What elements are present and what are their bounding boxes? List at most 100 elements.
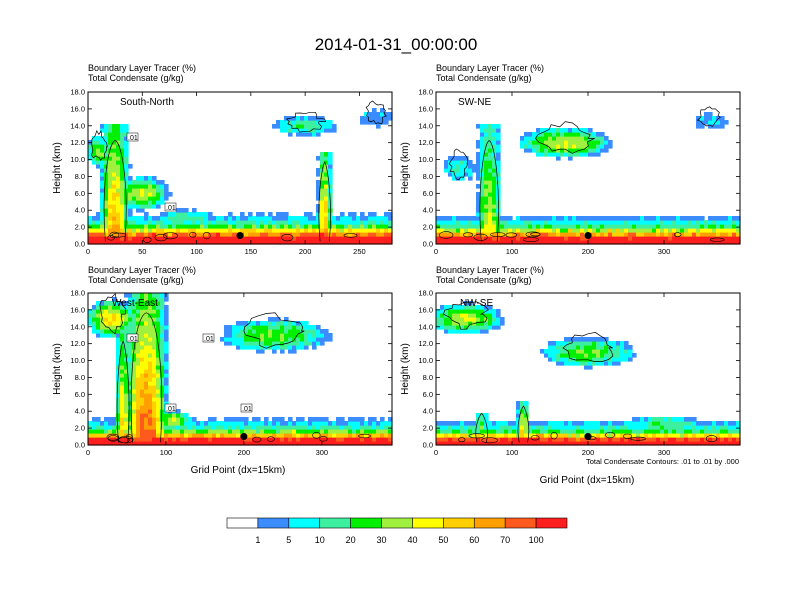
tracer-cell	[348, 232, 353, 237]
tracer-cell	[600, 144, 605, 149]
tracer-cell	[152, 437, 157, 442]
tracer-cell	[124, 385, 129, 390]
tracer-cell	[576, 220, 581, 225]
tracer-cell	[628, 232, 633, 237]
tracer-cell	[100, 136, 105, 141]
tracer-cell	[340, 240, 345, 245]
tracer-cell	[324, 437, 329, 442]
tracer-cell	[252, 325, 257, 330]
tracer-cell	[88, 144, 93, 149]
tracer-cell	[508, 433, 513, 438]
tracer-cell	[556, 236, 561, 241]
tracer-cell	[112, 188, 117, 193]
tracer-cell	[144, 365, 149, 370]
tracer-cell	[268, 345, 273, 350]
tracer-cell	[120, 329, 125, 334]
tracer-cell	[552, 140, 557, 145]
tracer-cell	[480, 329, 485, 334]
tracer-cell	[96, 417, 101, 422]
tracer-cell	[564, 437, 569, 442]
y-tick-label: 12.0	[418, 339, 433, 348]
tracer-cell	[528, 144, 533, 149]
tracer-cell	[268, 220, 273, 225]
tracer-cell	[556, 349, 561, 354]
tracer-cell	[252, 228, 257, 233]
condensate-contour	[630, 436, 646, 441]
tracer-cell	[136, 240, 141, 245]
tracer-cell	[156, 216, 161, 221]
tracer-cell	[612, 228, 617, 233]
x-tick-label: 100	[506, 247, 519, 256]
tracer-cell	[700, 425, 705, 430]
tracer-cell	[524, 148, 529, 153]
tracer-cell	[316, 128, 321, 133]
tracer-cell	[584, 421, 589, 426]
tracer-cell	[380, 429, 385, 434]
panel-label-sw-ne: SW-NE	[458, 97, 491, 108]
tracer-cell	[212, 417, 217, 422]
tracer-cell	[188, 417, 193, 422]
tracer-cell	[136, 325, 141, 330]
tracer-cell	[700, 232, 705, 237]
tracer-cell	[168, 216, 173, 221]
tracer-cell	[696, 120, 701, 125]
tracer-cell	[476, 208, 481, 213]
tracer-cell	[520, 421, 525, 426]
tracer-cell	[528, 140, 533, 145]
tracer-cell	[456, 176, 461, 181]
condensate-contour	[523, 237, 539, 242]
tracer-cell	[712, 236, 717, 241]
tracer-cell	[556, 152, 561, 157]
tracer-cell	[132, 361, 137, 366]
tracer-cell	[588, 128, 593, 133]
tracer-cell	[184, 425, 189, 430]
tracer-cell	[640, 417, 645, 422]
tracer-cell	[316, 180, 321, 185]
tracer-cell	[724, 120, 729, 125]
tracer-cell	[724, 425, 729, 430]
tracer-cell	[152, 321, 157, 326]
tracer-cell	[152, 353, 157, 358]
tracer-cell	[440, 441, 445, 446]
tracer-cell	[544, 349, 549, 354]
colorbar-label: 40	[407, 535, 417, 545]
tracer-cell	[148, 204, 153, 209]
tracer-cell	[184, 240, 189, 245]
tracer-cell	[148, 405, 153, 410]
tracer-cell	[140, 176, 145, 181]
tracer-cell	[384, 236, 389, 241]
colorbar-swatch	[257, 517, 290, 529]
tracer-cell	[124, 377, 129, 382]
tracer-cell	[276, 325, 281, 330]
tracer-cell	[104, 313, 109, 318]
tracer-cell	[132, 389, 137, 394]
tracer-cell	[364, 220, 369, 225]
tracer-cell	[272, 317, 277, 322]
tracer-cell	[100, 437, 105, 442]
tracer-cell	[492, 148, 497, 153]
tracer-cell	[124, 349, 129, 354]
tracer-cell	[440, 313, 445, 318]
tracer-cell	[660, 220, 665, 225]
tracer-cell	[216, 441, 221, 446]
tracer-cell	[164, 196, 169, 201]
tracer-cell	[216, 224, 221, 229]
tracer-cell	[492, 132, 497, 137]
tracer-cell	[184, 441, 189, 446]
y-tick-label: 2.0	[75, 424, 85, 433]
tracer-cell	[560, 140, 565, 145]
tracer-cell	[468, 164, 473, 169]
tracer-cell	[680, 433, 685, 438]
tracer-cell	[200, 425, 205, 430]
tracer-cell	[248, 425, 253, 430]
tracer-cell	[460, 437, 465, 442]
tracer-cell	[264, 417, 269, 422]
tracer-cell	[104, 433, 109, 438]
tracer-cell	[560, 429, 565, 434]
tracer-cell	[104, 421, 109, 426]
tracer-cell	[144, 301, 149, 306]
tracer-cell	[328, 188, 333, 193]
tracer-cell	[568, 421, 573, 426]
tracer-cell	[340, 224, 345, 229]
tracer-cell	[100, 240, 105, 245]
